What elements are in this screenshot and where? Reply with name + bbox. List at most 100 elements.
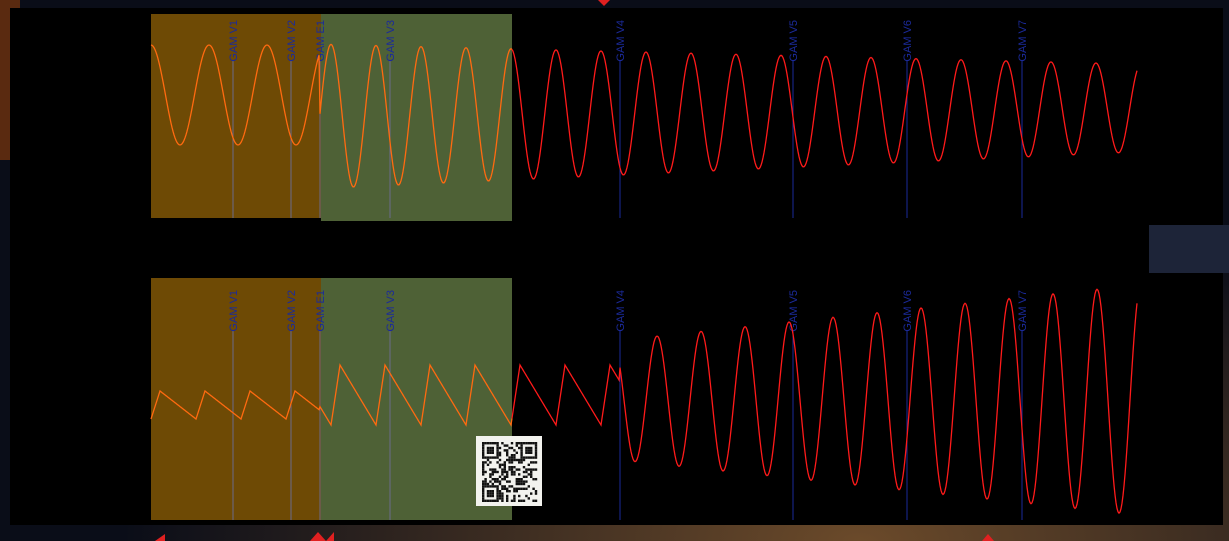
qr-cell: [513, 495, 515, 497]
qr-cell: [487, 452, 489, 454]
highlight-region: [321, 14, 512, 221]
qr-cell: [496, 490, 498, 492]
qr-cell: [506, 473, 508, 475]
qr-cell: [489, 447, 491, 449]
qr-cell: [499, 483, 501, 485]
qr-cell: [518, 500, 520, 502]
qr-cell: [530, 461, 532, 463]
qr-cell: [520, 483, 522, 485]
qr-cell: [528, 449, 530, 451]
qr-cell: [508, 485, 510, 487]
qr-cell: [482, 464, 484, 466]
qr-cell: [518, 468, 520, 470]
qr-cell: [520, 461, 522, 463]
qr-cell: [499, 492, 501, 494]
qr-cell: [487, 442, 489, 444]
qr-cell: [511, 459, 513, 461]
qr-cell: [487, 500, 489, 502]
qr-cell: [516, 483, 518, 485]
qr-cell: [494, 468, 496, 470]
qr-cell: [535, 492, 537, 494]
qr-cell: [499, 480, 501, 482]
qr-cell: [492, 492, 494, 494]
marker-label: GAM V4: [615, 290, 627, 332]
qr-cell: [484, 483, 486, 485]
qr-cell: [506, 480, 508, 482]
qr-cell: [525, 442, 527, 444]
qr-cell: [523, 456, 525, 458]
qr-cell: [528, 497, 530, 499]
qr-cell: [535, 500, 537, 502]
qr-cell: [501, 492, 503, 494]
qr-cell: [482, 452, 484, 454]
qr-cell: [518, 473, 520, 475]
qr-cell: [520, 459, 522, 461]
qr-cell: [516, 490, 518, 492]
qr-cell: [508, 466, 510, 468]
qr-cell: [518, 483, 520, 485]
qr-cell: [501, 497, 503, 499]
qr-cell: [518, 478, 520, 480]
qr-cell: [520, 447, 522, 449]
qr-cell: [532, 488, 534, 490]
qr-cell: [494, 500, 496, 502]
qr-cell: [530, 471, 532, 473]
qr-cell: [501, 464, 503, 466]
qr-cell: [523, 459, 525, 461]
qr-cell: [482, 461, 484, 463]
qr-cell: [494, 480, 496, 482]
qr-cell: [499, 454, 501, 456]
qr-cell: [496, 442, 498, 444]
qr-cell: [504, 471, 506, 473]
qr-cell: [506, 449, 508, 451]
qr-cell: [525, 449, 527, 451]
qr-cell: [520, 449, 522, 451]
qr-cell: [506, 471, 508, 473]
qr-cell: [484, 456, 486, 458]
qr-cell: [513, 488, 515, 490]
qr-cell: [482, 495, 484, 497]
qr-cell: [506, 495, 508, 497]
qr-cell: [525, 495, 527, 497]
qr-cell: [530, 452, 532, 454]
qr-cell: [508, 468, 510, 470]
qr-cell: [530, 456, 532, 458]
qr-cell: [523, 480, 525, 482]
qr-cell: [511, 471, 513, 473]
qr-cell: [511, 447, 513, 449]
qr-cell: [482, 485, 484, 487]
qr-cell: [496, 461, 498, 463]
qr-cell: [501, 485, 503, 487]
qr-cell: [482, 490, 484, 492]
qr-cell: [525, 476, 527, 478]
qr-cell: [506, 500, 508, 502]
qr-cell: [528, 464, 530, 466]
qr-cell: [532, 442, 534, 444]
qr-cell: [504, 485, 506, 487]
qr-cell: [520, 442, 522, 444]
marker-label: GAM V7: [1017, 20, 1029, 62]
qr-cell: [484, 442, 486, 444]
qr-cell: [492, 483, 494, 485]
qr-cell: [513, 449, 515, 451]
qr-cell: [518, 459, 520, 461]
marker-label: GAM V7: [1017, 290, 1029, 332]
qr-cell: [516, 459, 518, 461]
qr-cell: [525, 471, 527, 473]
qr-cell: [499, 452, 501, 454]
qr-cell: [496, 454, 498, 456]
qr-cell: [487, 464, 489, 466]
qr-cell: [484, 471, 486, 473]
qr-cell: [516, 480, 518, 482]
qr-cell: [528, 473, 530, 475]
qr-cell: [496, 485, 498, 487]
qr-cell: [496, 500, 498, 502]
qr-cell: [496, 449, 498, 451]
qr-cell: [501, 478, 503, 480]
qr-cell: [492, 490, 494, 492]
qr-cell: [516, 468, 518, 470]
qr-cell: [482, 492, 484, 494]
qr-cell: [525, 468, 527, 470]
qr-cell: [487, 485, 489, 487]
qr-cell: [499, 495, 501, 497]
